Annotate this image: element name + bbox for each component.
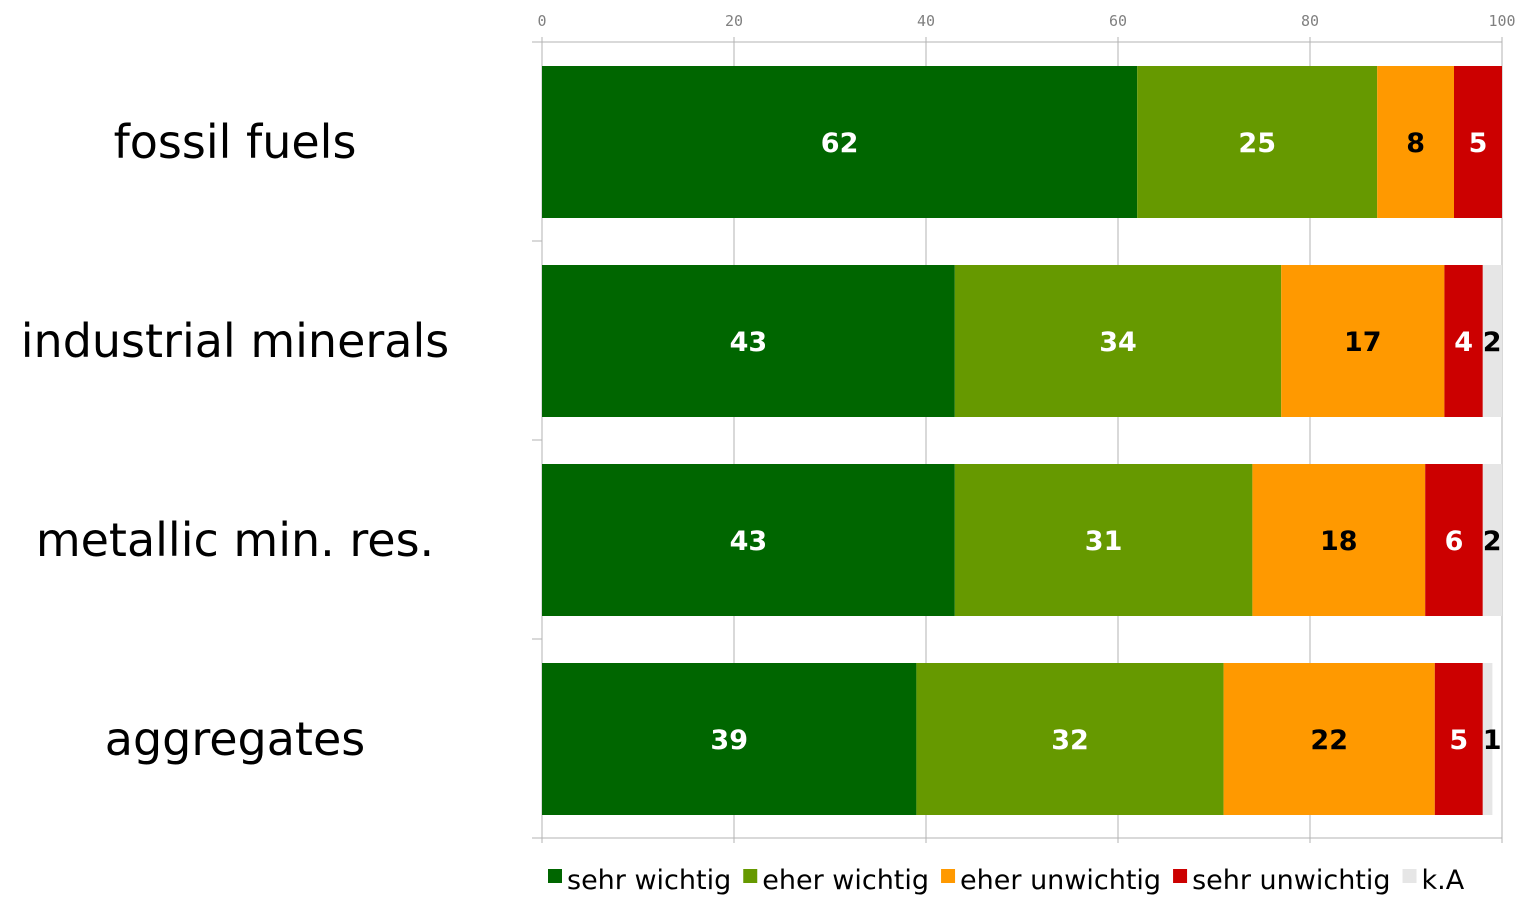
bar-industrial-minerals-sehr-unwichtig	[1444, 265, 1483, 417]
bar-aggregates-eher-unwichtig	[1223, 663, 1435, 815]
data-label-aggregates-k-a: 1	[1483, 725, 1502, 756]
category-label-metallic-min-res: metallic min. res.	[36, 513, 434, 567]
bar-aggregates-eher-wichtig	[916, 663, 1224, 815]
x-tick-label: 0	[537, 12, 546, 30]
data-label-metallic-min-res-k-a: 2	[1483, 526, 1502, 557]
legend-item-k-a: k.A	[1402, 865, 1465, 896]
bar-metallic-min-res-eher-unwichtig	[1252, 464, 1426, 616]
category-labels: fossil fuels industrial minerals metallic …	[21, 115, 449, 766]
legend-item-eher-unwichtig: eher unwichtig	[941, 865, 1161, 896]
legend: sehr wichtig eher wichtig eher unwichtig se…	[548, 865, 1465, 896]
bar-metallic-min-res-sehr-wichtig	[542, 464, 955, 616]
data-label-metallic-min-res-sehr-unwichtig: 6	[1445, 526, 1464, 557]
bars: 62 25 8 543 34 17 4 243 31 18 6 239 32 22 5 1	[542, 66, 1502, 815]
x-tick-labels: 0 20 40 60 80 100	[537, 12, 1515, 30]
bar-metallic-min-res-eher-wichtig	[954, 464, 1253, 616]
bar-aggregates-k-a	[1482, 663, 1493, 815]
data-label-aggregates-eher-unwichtig: 22	[1310, 725, 1348, 756]
x-tick-label: 100	[1488, 12, 1515, 30]
data-label-industrial-minerals-eher-wichtig: 34	[1099, 327, 1137, 358]
data-label-fossil-fuels-eher-wichtig: 25	[1238, 128, 1276, 159]
legend-label: eher wichtig	[762, 865, 929, 896]
legend-label: sehr wichtig	[567, 865, 731, 896]
bar-aggregates-sehr-wichtig	[542, 663, 917, 815]
legend-swatch	[941, 869, 956, 883]
data-label-metallic-min-res-eher-wichtig: 31	[1085, 526, 1123, 557]
bar-industrial-minerals-k-a	[1482, 265, 1502, 417]
legend-label: k.A	[1422, 865, 1465, 896]
bar-metallic-min-res-sehr-unwichtig	[1425, 464, 1483, 616]
x-tick-label: 60	[1109, 12, 1127, 30]
data-label-industrial-minerals-eher-unwichtig: 17	[1344, 327, 1382, 358]
bar-fossil-fuels-sehr-wichtig	[542, 66, 1138, 218]
x-tick-label: 80	[1301, 12, 1319, 30]
bar-industrial-minerals-sehr-wichtig	[542, 265, 955, 417]
bar-metallic-min-res-k-a	[1482, 464, 1502, 616]
bar-industrial-minerals-eher-wichtig	[954, 265, 1282, 417]
category-label-fossil-fuels: fossil fuels	[114, 115, 357, 169]
data-label-fossil-fuels-sehr-wichtig: 62	[821, 128, 859, 159]
data-label-fossil-fuels-sehr-unwichtig: 5	[1469, 128, 1488, 159]
bar-fossil-fuels-eher-unwichtig	[1377, 66, 1454, 218]
data-label-metallic-min-res-sehr-wichtig: 43	[730, 526, 768, 557]
legend-label: eher unwichtig	[960, 865, 1161, 896]
legend-label: sehr unwichtig	[1192, 865, 1390, 896]
legend-swatch	[1402, 869, 1417, 883]
legend-swatch	[1173, 869, 1188, 883]
legend-swatch	[548, 869, 562, 883]
category-label-industrial-minerals: industrial minerals	[21, 314, 449, 368]
x-tick-label: 20	[725, 12, 743, 30]
bar-fossil-fuels-sehr-unwichtig	[1454, 66, 1502, 218]
data-label-aggregates-sehr-unwichtig: 5	[1449, 725, 1468, 756]
data-label-aggregates-sehr-wichtig: 39	[710, 725, 748, 756]
category-label-aggregates: aggregates	[105, 712, 365, 766]
data-label-industrial-minerals-sehr-unwichtig: 4	[1454, 327, 1473, 358]
bar-aggregates-sehr-unwichtig	[1434, 663, 1483, 815]
x-tick-label: 40	[917, 12, 935, 30]
data-label-industrial-minerals-sehr-wichtig: 43	[730, 327, 768, 358]
legend-item-sehr-unwichtig: sehr unwichtig	[1173, 865, 1391, 896]
data-label-industrial-minerals-k-a: 2	[1483, 327, 1502, 358]
legend-item-eher-wichtig: eher wichtig	[743, 865, 929, 896]
legend-item-sehr-wichtig: sehr wichtig	[548, 865, 731, 896]
bar-fossil-fuels-eher-wichtig	[1137, 66, 1378, 218]
data-label-aggregates-eher-wichtig: 32	[1051, 725, 1089, 756]
data-label-fossil-fuels-eher-unwichtig: 8	[1406, 128, 1425, 159]
bar-industrial-minerals-eher-unwichtig	[1281, 265, 1445, 417]
data-label-metallic-min-res-eher-unwichtig: 18	[1320, 526, 1358, 557]
legend-swatch	[743, 869, 758, 883]
